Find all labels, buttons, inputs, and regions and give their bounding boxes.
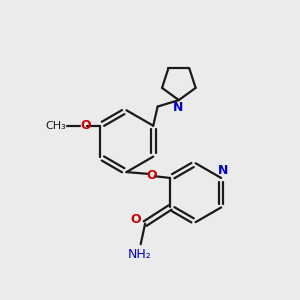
Text: N: N [173,101,183,114]
Text: NH₂: NH₂ [128,248,152,261]
Text: CH₃: CH₃ [46,121,66,131]
Text: O: O [146,169,157,182]
Text: O: O [80,119,91,132]
Text: O: O [130,213,141,226]
Text: N: N [218,164,228,176]
